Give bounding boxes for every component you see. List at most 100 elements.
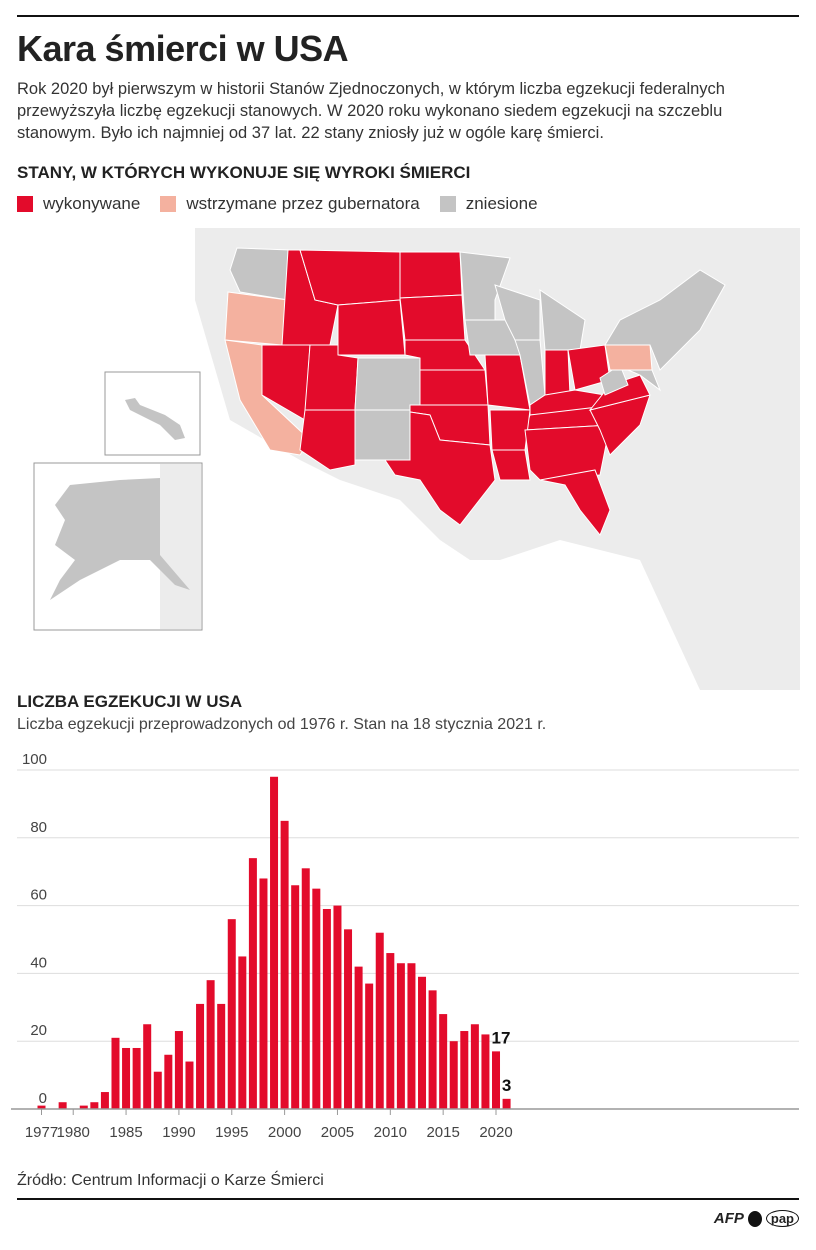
bar <box>470 1024 479 1109</box>
map-legend: wykonywane wstrzymane przez gubernatora … <box>17 194 538 214</box>
bar <box>375 932 384 1109</box>
y-tick-label: 100 <box>22 751 47 768</box>
state-executed <box>419 369 489 406</box>
x-tick-label: 2015 <box>426 1124 459 1141</box>
bar <box>100 1092 109 1109</box>
canada-inset-land <box>160 464 201 629</box>
state-suspended <box>604 344 653 371</box>
us-map <box>33 228 800 690</box>
bar <box>418 976 427 1109</box>
legend-suspended: wstrzymane przez gubernatora <box>160 194 420 214</box>
state-executed <box>524 424 611 481</box>
state-abolished <box>459 251 511 321</box>
state-abolished <box>229 247 291 301</box>
bar <box>344 929 353 1109</box>
bar <box>58 1102 67 1109</box>
state-executed <box>491 449 531 481</box>
legend-executed: wykonywane <box>17 194 140 214</box>
bar <box>322 908 331 1109</box>
bar <box>291 885 300 1109</box>
bottom-rule <box>17 1198 799 1200</box>
bar <box>354 966 363 1109</box>
y-tick-label: 60 <box>30 887 47 904</box>
bar <box>386 953 395 1109</box>
bar <box>270 776 279 1109</box>
alaska-shape <box>50 478 190 600</box>
x-tick-label: 2000 <box>268 1124 301 1141</box>
y-tick-label: 0 <box>39 1090 47 1107</box>
bar <box>428 990 437 1109</box>
bar <box>396 963 405 1109</box>
bar <box>280 820 289 1109</box>
y-tick-label: 20 <box>30 1022 47 1039</box>
bar <box>259 878 268 1109</box>
hawaii-shape <box>125 398 185 440</box>
bar <box>481 1034 490 1109</box>
state-executed <box>399 294 466 341</box>
state-executed <box>544 349 571 396</box>
bar <box>227 919 236 1109</box>
x-tick-label: 2010 <box>374 1124 407 1141</box>
afp-logo: AFP <box>713 1210 744 1227</box>
bar <box>122 1047 131 1109</box>
state-executed <box>489 409 531 451</box>
y-tick-label: 40 <box>30 954 47 971</box>
bar <box>79 1105 88 1109</box>
bar <box>174 1031 183 1109</box>
x-tick-label: 2005 <box>321 1124 354 1141</box>
bar <box>153 1071 162 1109</box>
state-executed <box>399 251 463 299</box>
x-tick-label: 2020 <box>479 1124 512 1141</box>
x-tick-label: 1980 <box>57 1124 90 1141</box>
bar <box>439 1014 448 1109</box>
source-note: Źródło: Centrum Informacji o Karze Śmier… <box>17 1172 324 1189</box>
bar <box>502 1098 511 1109</box>
afp-dot <box>747 1210 762 1227</box>
bar <box>164 1054 173 1109</box>
bar <box>37 1105 46 1109</box>
bar <box>196 1003 205 1109</box>
y-tick-label: 80 <box>30 819 47 836</box>
bar <box>143 1024 152 1109</box>
chart-heading: LICZBA EGZEKUCJI W USA <box>17 692 243 711</box>
bar <box>407 963 416 1109</box>
state-abolished <box>604 269 726 371</box>
chart-subtitle: Liczba egzekucji przeprowadzonych od 197… <box>17 716 547 733</box>
bar <box>111 1037 120 1109</box>
bar <box>460 1031 469 1109</box>
bar <box>449 1041 458 1109</box>
state-abolished <box>354 357 421 411</box>
state-suspended <box>224 291 289 346</box>
bar <box>248 858 257 1109</box>
legend-swatch <box>439 196 456 212</box>
intro-text: Rok 2020 był pierwszym w historii Stanów… <box>17 80 725 142</box>
bar <box>365 983 374 1109</box>
state-executed <box>299 409 356 471</box>
state-executed <box>299 249 401 306</box>
bar <box>185 1061 194 1109</box>
legend-swatch <box>17 196 33 212</box>
bar <box>301 868 310 1109</box>
state-executed <box>539 469 611 536</box>
x-tick-label: 1985 <box>109 1124 142 1141</box>
bar <box>492 1051 501 1109</box>
bar <box>206 980 215 1109</box>
state-abolished <box>627 369 662 392</box>
bar <box>132 1047 141 1109</box>
page-title: Kara śmierci w USA <box>17 28 349 69</box>
state-executed <box>384 411 496 526</box>
data-label: 3 <box>502 1076 511 1095</box>
top-rule <box>17 15 799 17</box>
x-tick-label: 1977 <box>25 1124 58 1141</box>
map-heading: STANY, W KTÓRYCH WYKONUJE SIĘ WYROKI ŚMI… <box>17 163 471 182</box>
state-abolished <box>354 409 411 461</box>
bar <box>217 1003 226 1109</box>
bar <box>238 956 247 1109</box>
data-label: 17 <box>492 1028 511 1047</box>
bar <box>333 905 342 1109</box>
legend-abolished: zniesione <box>439 194 538 214</box>
x-tick-label: 1995 <box>215 1124 248 1141</box>
pap-logo: pap <box>765 1210 799 1227</box>
